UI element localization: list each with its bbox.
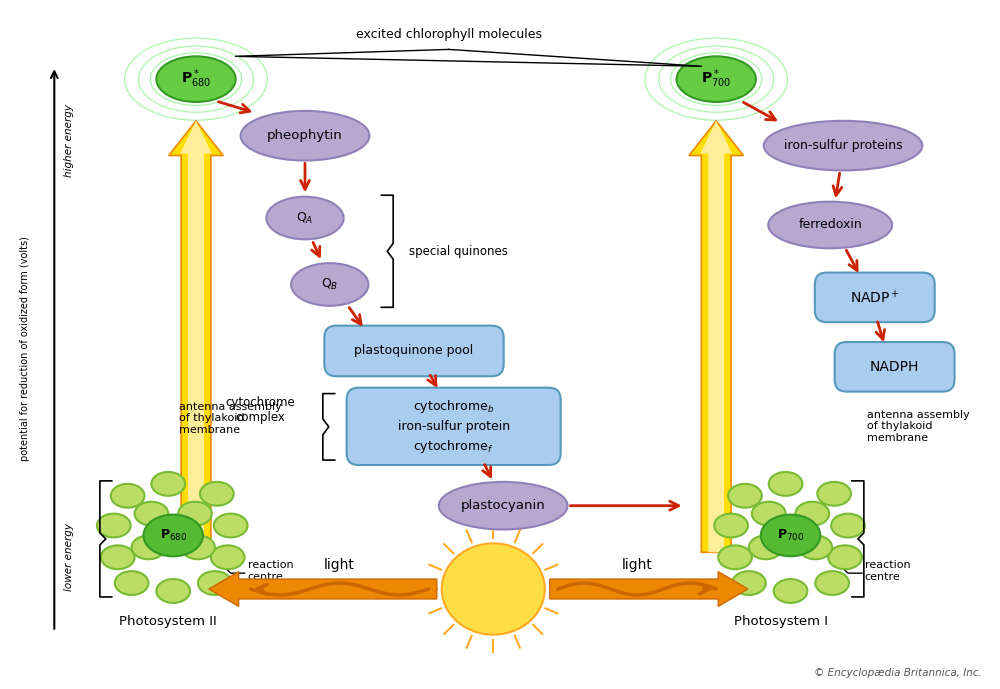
Ellipse shape xyxy=(214,513,248,537)
Ellipse shape xyxy=(115,571,148,595)
Text: P$^*_{700}$: P$^*_{700}$ xyxy=(701,68,731,90)
Ellipse shape xyxy=(442,544,545,635)
Ellipse shape xyxy=(828,546,862,569)
Text: plastocyanin: plastocyanin xyxy=(461,500,546,512)
Text: P$_{680}$: P$_{680}$ xyxy=(160,528,187,543)
Ellipse shape xyxy=(143,515,203,556)
Ellipse shape xyxy=(831,513,865,537)
Text: P$_{700}$: P$_{700}$ xyxy=(777,528,804,543)
Text: antenna assembly
of thylakoid
membrane: antenna assembly of thylakoid membrane xyxy=(179,402,282,435)
FancyBboxPatch shape xyxy=(835,342,955,391)
FancyArrow shape xyxy=(689,121,743,553)
Text: P$^*_{680}$: P$^*_{680}$ xyxy=(181,68,211,90)
Ellipse shape xyxy=(795,502,829,526)
Text: higher energy: higher energy xyxy=(64,104,74,177)
Ellipse shape xyxy=(752,502,786,526)
FancyBboxPatch shape xyxy=(324,326,504,376)
Ellipse shape xyxy=(97,513,131,537)
Text: NADP$^+$: NADP$^+$ xyxy=(850,289,900,306)
Ellipse shape xyxy=(798,535,832,559)
Ellipse shape xyxy=(774,579,807,603)
Text: lower energy: lower energy xyxy=(64,523,74,591)
Ellipse shape xyxy=(135,502,168,526)
FancyArrow shape xyxy=(169,121,223,553)
Text: © Encyclopædia Britannica, Inc.: © Encyclopædia Britannica, Inc. xyxy=(814,668,982,678)
Ellipse shape xyxy=(101,546,135,569)
Ellipse shape xyxy=(677,56,756,102)
Text: potential for reduction of oxidized form (volts): potential for reduction of oxidized form… xyxy=(20,236,30,462)
Text: Photosystem I: Photosystem I xyxy=(734,615,828,628)
Text: Q$_A$: Q$_A$ xyxy=(296,210,314,225)
Ellipse shape xyxy=(439,482,568,529)
Ellipse shape xyxy=(732,571,766,595)
Ellipse shape xyxy=(198,571,232,595)
Ellipse shape xyxy=(151,472,185,496)
Ellipse shape xyxy=(817,482,851,506)
Ellipse shape xyxy=(156,56,236,102)
Ellipse shape xyxy=(764,121,922,170)
Ellipse shape xyxy=(266,196,344,239)
Text: ferredoxin: ferredoxin xyxy=(798,218,862,232)
Text: pheophytin: pheophytin xyxy=(267,130,343,142)
Text: cytochrome$_f$: cytochrome$_f$ xyxy=(413,438,494,455)
Text: light: light xyxy=(324,558,355,572)
Ellipse shape xyxy=(241,111,369,161)
Text: Photosystem II: Photosystem II xyxy=(119,615,217,628)
Ellipse shape xyxy=(211,546,245,569)
Ellipse shape xyxy=(181,535,215,559)
Ellipse shape xyxy=(761,515,820,556)
Ellipse shape xyxy=(132,535,165,559)
Text: reaction
centre: reaction centre xyxy=(865,560,910,582)
Text: iron-sulfur protein: iron-sulfur protein xyxy=(398,420,510,433)
Text: iron-sulfur proteins: iron-sulfur proteins xyxy=(784,139,902,152)
Text: cytochrome
complex: cytochrome complex xyxy=(226,396,295,424)
FancyArrow shape xyxy=(209,572,437,606)
Text: special quinones: special quinones xyxy=(409,245,508,258)
FancyArrow shape xyxy=(700,121,732,553)
Ellipse shape xyxy=(156,579,190,603)
Ellipse shape xyxy=(718,546,752,569)
Text: excited chlorophyll molecules: excited chlorophyll molecules xyxy=(356,28,542,41)
FancyArrow shape xyxy=(180,121,212,553)
Text: plastoquinone pool: plastoquinone pool xyxy=(354,344,474,358)
Ellipse shape xyxy=(769,472,802,496)
FancyBboxPatch shape xyxy=(347,388,561,465)
FancyBboxPatch shape xyxy=(815,273,935,322)
Text: reaction
centre: reaction centre xyxy=(248,560,293,582)
Ellipse shape xyxy=(749,535,783,559)
Ellipse shape xyxy=(815,571,849,595)
Text: light: light xyxy=(622,558,652,572)
Ellipse shape xyxy=(768,202,892,248)
Ellipse shape xyxy=(111,484,144,508)
Ellipse shape xyxy=(200,482,234,506)
Text: NADPH: NADPH xyxy=(870,360,919,374)
Ellipse shape xyxy=(728,484,762,508)
Ellipse shape xyxy=(178,502,212,526)
Text: antenna assembly
of thylakoid
membrane: antenna assembly of thylakoid membrane xyxy=(867,410,970,443)
Ellipse shape xyxy=(714,513,748,537)
Ellipse shape xyxy=(291,263,368,306)
FancyArrow shape xyxy=(550,572,748,606)
Text: cytochrome$_b$: cytochrome$_b$ xyxy=(413,398,494,415)
Text: Q$_B$: Q$_B$ xyxy=(321,277,338,292)
